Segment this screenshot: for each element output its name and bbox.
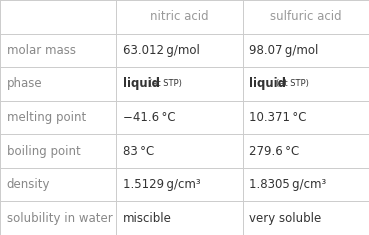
Text: 279.6 °C: 279.6 °C <box>249 145 300 158</box>
Text: (at STP): (at STP) <box>276 79 309 88</box>
Text: nitric acid: nitric acid <box>150 10 209 23</box>
Text: 83 °C: 83 °C <box>123 145 154 158</box>
Text: miscible: miscible <box>123 212 172 225</box>
Text: −41.6 °C: −41.6 °C <box>123 111 176 124</box>
Text: liquid: liquid <box>123 77 160 90</box>
Text: very soluble: very soluble <box>249 212 322 225</box>
Text: phase: phase <box>7 77 42 90</box>
Text: (at STP): (at STP) <box>149 79 182 88</box>
Text: melting point: melting point <box>7 111 86 124</box>
Text: 98.07 g/mol: 98.07 g/mol <box>249 44 319 57</box>
Text: sulfuric acid: sulfuric acid <box>270 10 342 23</box>
Text: 63.012 g/mol: 63.012 g/mol <box>123 44 200 57</box>
Text: 1.5129 g/cm³: 1.5129 g/cm³ <box>123 178 200 191</box>
Text: molar mass: molar mass <box>7 44 76 57</box>
Text: solubility in water: solubility in water <box>7 212 113 225</box>
Text: density: density <box>7 178 50 191</box>
Text: liquid: liquid <box>249 77 286 90</box>
Text: 1.8305 g/cm³: 1.8305 g/cm³ <box>249 178 327 191</box>
Text: boiling point: boiling point <box>7 145 80 158</box>
Text: 10.371 °C: 10.371 °C <box>249 111 307 124</box>
